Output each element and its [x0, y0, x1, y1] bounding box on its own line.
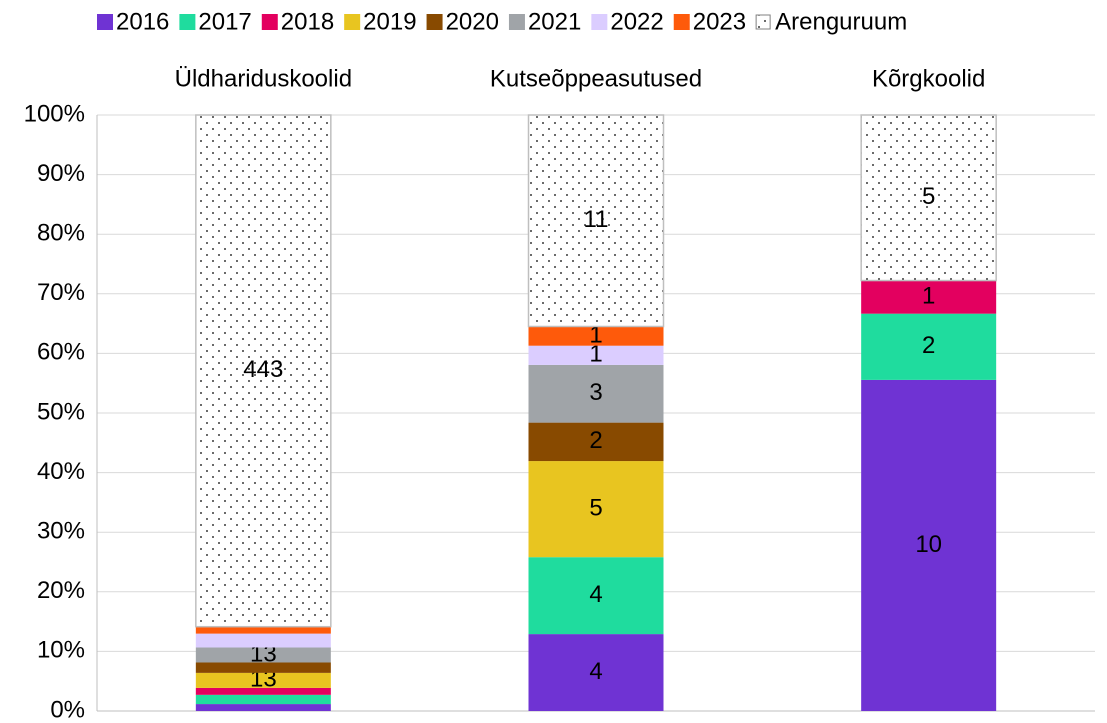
- bar-segment: [528, 326, 664, 346]
- legend-swatch: [591, 14, 608, 30]
- y-tick-label: 90%: [37, 160, 85, 187]
- legend-label: 2019: [363, 8, 416, 35]
- category-label: Üldhariduskoolid: [175, 65, 352, 92]
- y-tick-label: 50%: [37, 398, 85, 425]
- legend-swatch: [508, 14, 525, 30]
- bar-segment: [195, 672, 331, 688]
- data-label: 2: [922, 332, 935, 359]
- legend-label: 2022: [610, 8, 663, 35]
- y-tick-label: 70%: [37, 279, 85, 306]
- bar-segment: [195, 687, 331, 695]
- data-label: 11: [584, 206, 609, 233]
- legend-swatch: [755, 14, 771, 30]
- bar-segment: [528, 422, 664, 462]
- y-tick-label: 40%: [37, 458, 85, 485]
- bar-segment: [861, 313, 997, 380]
- y-tick-label: 80%: [37, 220, 85, 247]
- bar-segment: [528, 557, 664, 635]
- legend-label: 2016: [116, 8, 169, 35]
- legend-label: Arenguruum: [775, 8, 907, 35]
- category-label: Kõrgkoolid: [872, 65, 985, 92]
- legend-label: 2020: [446, 8, 499, 35]
- y-tick-label: 30%: [37, 518, 85, 545]
- bar-segment: [527, 114, 665, 328]
- data-label: 1: [922, 282, 935, 309]
- y-tick-label: 100%: [24, 100, 85, 127]
- legend-swatch: [344, 14, 361, 30]
- bar-segment: [195, 704, 331, 711]
- legend-label: 2021: [528, 8, 581, 35]
- data-label: 5: [589, 494, 602, 521]
- bar-segment: [195, 114, 332, 628]
- bar-segment: [195, 662, 331, 673]
- bar-segment: [528, 634, 664, 711]
- bar-segment: [195, 626, 331, 634]
- data-label: 2: [589, 427, 602, 454]
- y-tick-label: 60%: [37, 339, 85, 366]
- legend-swatch: [673, 14, 690, 30]
- data-label: 3: [589, 379, 602, 406]
- data-label: 4: [589, 658, 602, 685]
- data-label: 1: [589, 321, 602, 348]
- category-label: Kutseõppeasutused: [490, 65, 702, 92]
- data-label: 10: [915, 531, 942, 558]
- bar-segment: [195, 647, 331, 663]
- legend-swatch: [261, 14, 278, 30]
- data-label: 4: [589, 581, 602, 608]
- bar-segment: [861, 379, 997, 711]
- legend-swatch: [426, 14, 443, 30]
- data-label: 443: [243, 356, 283, 383]
- bar-segment: [861, 280, 997, 314]
- y-tick-label: 0%: [50, 696, 85, 723]
- y-tick-label: 20%: [37, 577, 85, 604]
- bar-segment: [195, 633, 331, 648]
- legend-swatch: [179, 14, 196, 30]
- legend-swatch: [97, 14, 113, 30]
- y-tick-label: 10%: [37, 637, 85, 664]
- data-label: 1: [589, 341, 602, 368]
- bar-segment: [195, 694, 331, 705]
- bar-segment: [528, 345, 664, 365]
- legend-label: 2018: [281, 8, 334, 35]
- legend-label: 2023: [693, 8, 746, 35]
- legend-label: 2017: [198, 8, 251, 35]
- bar-segment: [528, 461, 664, 558]
- bar-segment: [860, 114, 997, 282]
- bar-segment: [528, 364, 664, 423]
- data-label: 5: [922, 183, 935, 210]
